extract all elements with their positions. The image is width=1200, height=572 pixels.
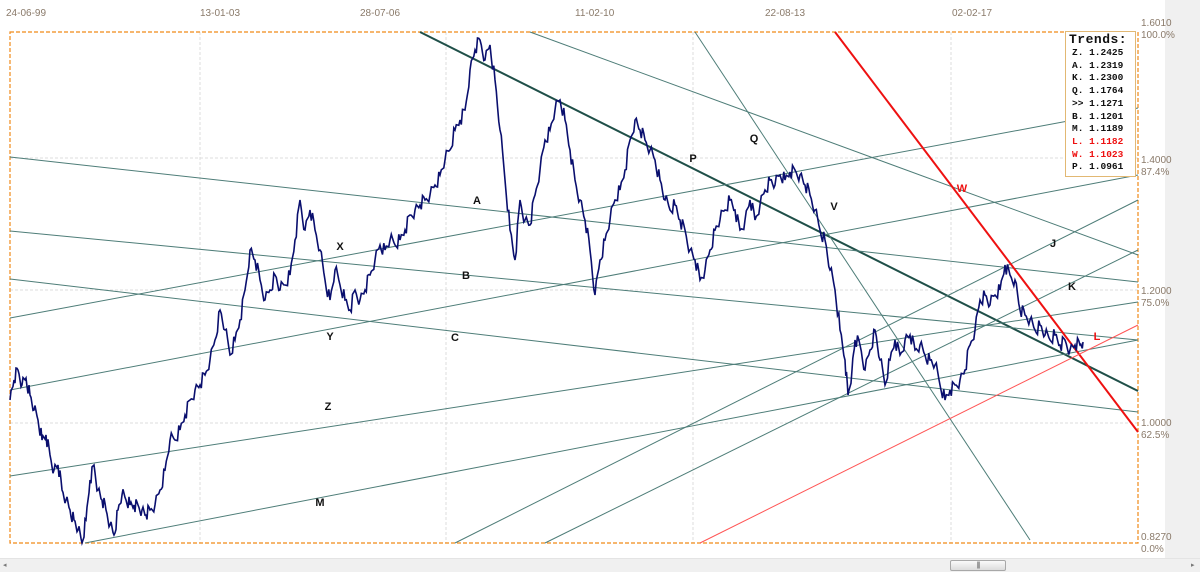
x-tick-label: 24-06-99 <box>6 8 46 19</box>
legend-value: 1.1189 <box>1083 123 1124 135</box>
trendline-j <box>454 199 1139 544</box>
axis-gutter <box>1165 0 1200 558</box>
trendline-p <box>419 31 1139 392</box>
trend-label-q: Q <box>750 133 759 145</box>
trendline-z <box>9 301 1139 477</box>
x-tick-label: 22-08-13 <box>765 8 805 19</box>
trend-label-y: Y <box>326 331 334 343</box>
legend-row: Q. 1.1764 <box>1069 85 1135 98</box>
trend-label-w: W <box>957 183 968 195</box>
legend-row: P. 1.0961 <box>1069 161 1135 174</box>
x-tick-label: 11-02-10 <box>575 8 615 19</box>
legend-row: A. 1.2319 <box>1069 60 1135 73</box>
legend-value: 1.0961 <box>1083 161 1124 173</box>
legend-value: 1.1271 <box>1083 97 1124 109</box>
trendline-b <box>9 230 1139 341</box>
price-series <box>9 37 1084 547</box>
legend-value: 1.2319 <box>1083 59 1124 71</box>
legend-label: K. <box>1072 72 1084 84</box>
trend-label-z: Z <box>325 401 332 413</box>
trend-label-b: B <box>462 270 470 282</box>
trend-labels: A B C X Y Z M P Q V W J K L <box>315 133 1100 509</box>
trend-label-j: J <box>1050 238 1056 250</box>
trendline-a <box>9 156 1139 283</box>
legend-label: B. <box>1072 110 1084 122</box>
trendlines <box>9 31 1139 544</box>
trend-label-c: C <box>451 332 459 344</box>
legend-value: 1.1023 <box>1083 148 1124 160</box>
legend-value: 1.1764 <box>1083 85 1124 97</box>
legend-label: Z. <box>1072 47 1084 58</box>
legend-label: L. <box>1072 135 1084 147</box>
trend-label-m: M <box>315 497 324 509</box>
legend-label: A. <box>1072 59 1084 71</box>
trendline-q <box>529 31 1139 256</box>
trend-label-k: K <box>1068 281 1076 293</box>
chart-area: 24-06-99 13-01-03 28-07-06 11-02-10 22-08-13… <box>6 8 1139 547</box>
trend-label-x: X <box>336 241 344 253</box>
x-axis-ticks: 24-06-99 13-01-03 28-07-06 11-02-10 22-08-13… <box>6 8 992 19</box>
trendline-k <box>544 249 1139 544</box>
trendline-v <box>694 31 1031 541</box>
legend-label: M. <box>1072 123 1084 135</box>
trend-label-l: L <box>1094 331 1101 343</box>
legend-row: B. 1.1201 <box>1069 111 1135 124</box>
x-tick-label: 13-01-03 <box>200 8 240 19</box>
legend-row: L. 1.1182 <box>1069 136 1135 149</box>
scroll-thumb[interactable]: ||| <box>950 560 1006 571</box>
plot-frame <box>9 31 1139 544</box>
scroll-right-arrow-icon[interactable]: ▸ <box>1191 562 1195 569</box>
trendline-y <box>9 174 1139 391</box>
legend-row: >> 1.1271 <box>1069 98 1135 111</box>
legend-value: 1.1182 <box>1083 135 1124 147</box>
gridlines <box>10 32 1138 543</box>
legend-label: P. <box>1072 161 1084 173</box>
trend-label-v: V <box>830 201 838 213</box>
trends-legend: Trends: Z. 1.2425 A. 1.2319 K. 1.2300 Q. 1.… <box>1065 31 1136 177</box>
trend-label-p: P <box>689 153 696 165</box>
trendline-m <box>84 339 1139 544</box>
legend-value: 1.2425 <box>1083 47 1124 58</box>
trendline-l <box>699 324 1139 544</box>
legend-row: W. 1.1023 <box>1069 149 1135 162</box>
x-tick-label: 28-07-06 <box>360 8 400 19</box>
legend-row: Z. 1.2425 <box>1069 47 1135 60</box>
legend-value: 1.2300 <box>1083 72 1124 84</box>
horizontal-scrollbar[interactable]: ◂ ||| ▸ <box>0 558 1200 572</box>
legend-row: K. 1.2300 <box>1069 72 1135 85</box>
legend-label: W. <box>1072 148 1084 160</box>
trendline-w <box>834 31 1139 433</box>
x-tick-label: 02-02-17 <box>952 8 992 19</box>
trend-label-a: A <box>473 195 481 207</box>
legend-value: 1.1201 <box>1083 110 1124 122</box>
legend-row: M. 1.1189 <box>1069 123 1135 136</box>
trendline-x <box>9 107 1139 319</box>
scroll-left-arrow-icon[interactable]: ◂ <box>3 562 7 569</box>
legend-label: >> <box>1072 97 1084 109</box>
price-chart: 24-06-99 13-01-03 28-07-06 11-02-10 22-08-13… <box>6 8 1139 547</box>
legend-label: Q. <box>1072 85 1084 97</box>
legend-title: Trends: <box>1069 32 1128 47</box>
